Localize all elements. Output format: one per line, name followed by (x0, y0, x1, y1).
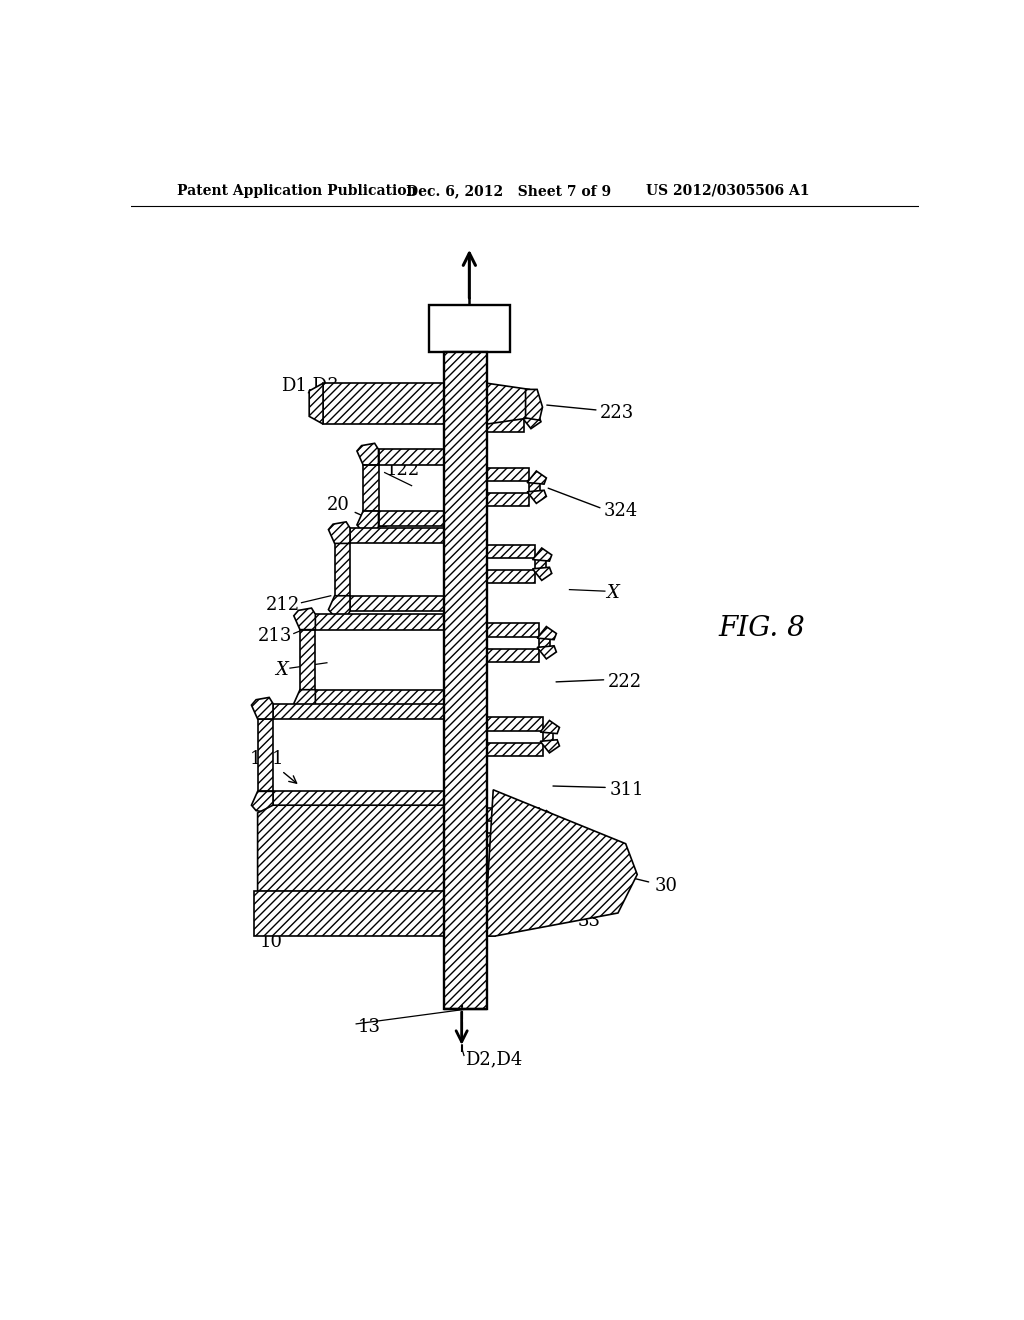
Polygon shape (309, 383, 323, 424)
Polygon shape (300, 630, 315, 689)
Text: 213: 213 (258, 627, 292, 644)
Polygon shape (252, 697, 273, 719)
Polygon shape (379, 449, 444, 465)
Polygon shape (329, 595, 350, 618)
Polygon shape (364, 465, 379, 511)
Text: D2,D4: D2,D4 (466, 1051, 523, 1068)
Text: 212: 212 (265, 597, 300, 614)
Polygon shape (350, 528, 444, 544)
Text: 30: 30 (623, 874, 677, 895)
Polygon shape (487, 545, 535, 558)
Text: Patent Application Publication: Patent Application Publication (177, 183, 417, 198)
Text: FIG. 8: FIG. 8 (719, 615, 805, 642)
Polygon shape (379, 511, 444, 527)
Text: 223: 223 (600, 404, 635, 421)
Polygon shape (538, 645, 556, 659)
Polygon shape (294, 609, 315, 630)
Text: X: X (275, 661, 289, 680)
Text: 222: 222 (608, 673, 642, 690)
Polygon shape (521, 416, 541, 429)
Text: 311: 311 (609, 781, 644, 799)
Polygon shape (487, 718, 543, 730)
Polygon shape (258, 719, 273, 792)
Polygon shape (357, 511, 379, 533)
Polygon shape (254, 891, 495, 936)
Polygon shape (487, 833, 540, 846)
Polygon shape (294, 689, 315, 711)
Polygon shape (487, 743, 543, 756)
Polygon shape (540, 636, 550, 649)
Polygon shape (541, 739, 559, 752)
Polygon shape (538, 627, 556, 640)
Polygon shape (444, 352, 487, 1010)
Polygon shape (487, 494, 529, 507)
Polygon shape (487, 623, 540, 636)
Polygon shape (350, 595, 444, 611)
Polygon shape (335, 544, 350, 595)
Text: 33: 33 (578, 912, 600, 929)
Text: 324: 324 (604, 502, 638, 520)
Polygon shape (487, 808, 540, 821)
Polygon shape (315, 689, 444, 705)
Polygon shape (429, 305, 510, 352)
Text: 13: 13 (357, 1018, 381, 1036)
Text: 20: 20 (327, 496, 386, 527)
Text: D1,D3: D1,D3 (281, 376, 339, 395)
Polygon shape (273, 704, 444, 719)
Polygon shape (323, 383, 444, 424)
Text: US 2012/0305506 A1: US 2012/0305506 A1 (646, 183, 810, 198)
Polygon shape (535, 558, 546, 570)
Polygon shape (524, 407, 535, 418)
Polygon shape (357, 444, 379, 465)
Polygon shape (540, 821, 550, 833)
Polygon shape (532, 548, 552, 561)
Polygon shape (315, 614, 444, 630)
Polygon shape (527, 490, 547, 503)
Polygon shape (532, 568, 552, 581)
Polygon shape (538, 830, 556, 843)
Polygon shape (521, 396, 541, 409)
Polygon shape (258, 805, 444, 891)
Polygon shape (487, 418, 524, 432)
Polygon shape (487, 649, 540, 663)
Text: 122: 122 (386, 461, 421, 479)
Polygon shape (487, 469, 529, 480)
Polygon shape (541, 721, 559, 734)
Polygon shape (252, 792, 273, 813)
Text: 111: 111 (250, 750, 297, 783)
Text: 10: 10 (260, 915, 311, 952)
Text: X: X (606, 585, 620, 602)
Polygon shape (487, 383, 529, 424)
Polygon shape (543, 730, 553, 743)
Text: Dec. 6, 2012   Sheet 7 of 9: Dec. 6, 2012 Sheet 7 of 9 (407, 183, 611, 198)
Polygon shape (538, 810, 556, 824)
Polygon shape (487, 393, 524, 407)
Polygon shape (525, 389, 543, 420)
Polygon shape (527, 471, 547, 484)
Polygon shape (487, 570, 535, 583)
Polygon shape (329, 521, 350, 544)
Polygon shape (529, 480, 541, 494)
Polygon shape (487, 789, 637, 936)
Polygon shape (273, 792, 444, 807)
